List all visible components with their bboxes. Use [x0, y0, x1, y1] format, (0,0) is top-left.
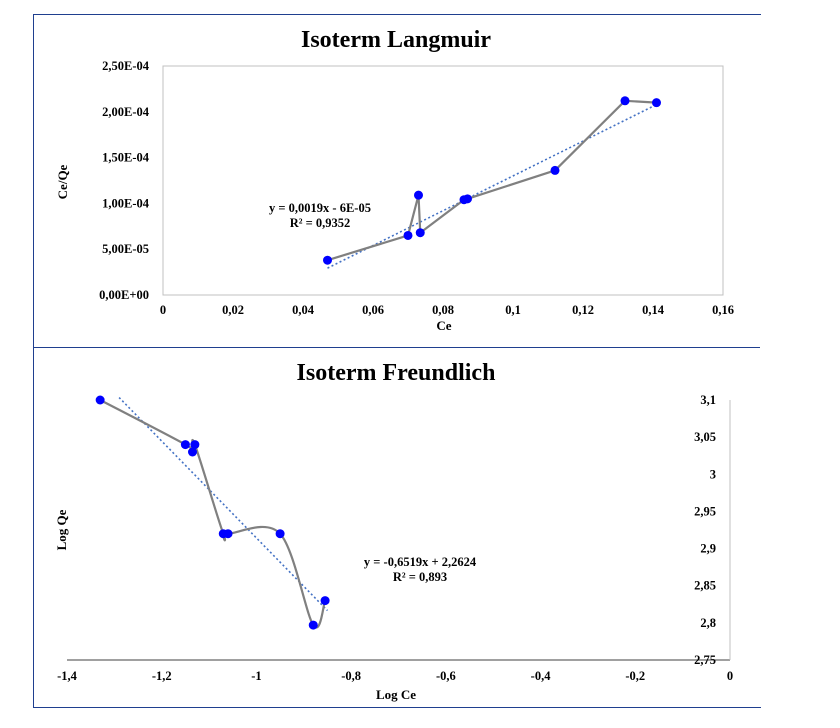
charts-frame — [33, 14, 761, 708]
freundlich-data-point — [320, 596, 330, 606]
freundlich-data-point — [180, 440, 190, 450]
freundlich-y-tick-label: 2,85 — [694, 579, 716, 593]
freundlich-x-tick-label: -1 — [251, 669, 261, 683]
langmuir-series-line — [327, 99, 657, 262]
freundlich-data-point — [308, 620, 318, 630]
langmuir-x-tick-label: 0 — [160, 303, 166, 317]
langmuir-equation: y = 0,0019x - 6E-05 — [269, 201, 371, 215]
langmuir-trendline — [327, 103, 657, 269]
langmuir-data-point — [415, 228, 425, 238]
langmuir-data-point — [403, 230, 413, 240]
freundlich-x-tick-label: -0,4 — [531, 669, 552, 683]
freundlich-x-tick-labels: -1,4 -1,2 -1 -0,8 -0,6 -0,4 -0,2 0 — [57, 669, 733, 683]
freundlich-y-tick-label: 2,8 — [700, 616, 716, 630]
langmuir-x-tick-label: 0,14 — [642, 303, 665, 317]
langmuir-data-point — [414, 190, 423, 200]
langmuir-y-tick-labels: 0,00E+00 5,00E-05 1,00E-04 1,50E-04 2,00E-04… — [99, 59, 150, 302]
freundlich-y-tick-label: 3 — [710, 467, 716, 481]
freundlich-x-axis-label: Log Ce — [376, 687, 416, 702]
langmuir-y-tick-label: 2,00E-04 — [102, 105, 150, 119]
freundlich-x-tick-label: -0,6 — [436, 669, 456, 683]
freundlich-title: Isoterm Freundlich — [297, 360, 496, 386]
freundlich-data-point — [187, 447, 197, 457]
langmuir-data-point — [652, 98, 661, 108]
freundlich-y-tick-label: 3,05 — [694, 430, 716, 444]
langmuir-x-tick-label: 0,06 — [362, 303, 384, 317]
langmuir-chart: Isoterm Langmuir 0 0,02 0,04 0,06 0,08 0,1 0,1… — [55, 27, 734, 333]
freundlich-x-tick-label: 0 — [727, 669, 733, 683]
langmuir-x-tick-labels: 0 0,02 0,04 0,06 0,08 0,1 0,12 0,14 0,16 — [160, 303, 734, 317]
freundlich-data-point — [223, 529, 233, 539]
freundlich-y-tick-labels: 2,75 2,8 2,85 2,9 2,95 3 3,05 3,1 — [694, 393, 716, 667]
langmuir-data-point — [323, 255, 332, 265]
langmuir-x-axis-label: Ce — [436, 318, 451, 333]
langmuir-x-tick-label: 0,12 — [572, 303, 594, 317]
langmuir-x-tick-label: 0,1 — [505, 303, 521, 317]
langmuir-x-tick-label: 0,08 — [432, 303, 454, 317]
freundlich-equation: y = -0,6519x + 2,2624 — [364, 555, 477, 569]
freundlich-chart: Isoterm Freundlich -1,4 -1,2 -1 -0,8 -0,6 -0,… — [54, 360, 733, 702]
langmuir-title: Isoterm Langmuir — [301, 27, 491, 53]
freundlich-trendline — [118, 396, 329, 612]
langmuir-points — [323, 96, 661, 265]
charts-divider — [33, 347, 760, 348]
freundlich-x-tick-label: -0,8 — [341, 669, 361, 683]
langmuir-y-tick-label: 0,00E+00 — [99, 288, 149, 302]
langmuir-x-tick-label: 0,02 — [222, 303, 244, 317]
langmuir-data-point — [463, 194, 472, 204]
langmuir-y-tick-label: 1,50E-04 — [102, 151, 150, 165]
freundlich-points — [95, 395, 330, 630]
langmuir-data-point — [620, 96, 630, 106]
langmuir-x-tick-label: 0,16 — [712, 303, 734, 317]
freundlich-r-squared: R² = 0,893 — [393, 570, 447, 584]
langmuir-y-tick-label: 5,00E-05 — [102, 242, 149, 256]
freundlich-x-tick-label: -0,2 — [625, 669, 645, 683]
freundlich-y-tick-label: 3,1 — [700, 393, 716, 407]
freundlich-data-point — [190, 440, 200, 450]
freundlich-x-tick-label: -1,2 — [152, 669, 172, 683]
freundlich-y-tick-label: 2,75 — [694, 653, 716, 667]
freundlich-x-tick-label: -1,4 — [57, 669, 78, 683]
freundlich-data-point — [275, 529, 285, 539]
langmuir-data-point — [550, 165, 560, 175]
freundlich-data-point — [95, 395, 105, 405]
freundlich-series-line — [99, 399, 327, 629]
langmuir-r-squared: R² = 0,9352 — [290, 216, 351, 230]
langmuir-y-tick-label: 2,50E-04 — [102, 59, 150, 73]
langmuir-x-tick-label: 0,04 — [292, 303, 315, 317]
freundlich-y-axis-label: Log Qe — [54, 509, 69, 550]
freundlich-y-tick-label: 2,9 — [700, 542, 716, 556]
langmuir-plot-area — [162, 65, 724, 296]
freundlich-y-tick-label: 2,95 — [694, 504, 716, 518]
langmuir-y-tick-label: 1,00E-04 — [102, 196, 150, 210]
langmuir-y-axis-label: Ce/Qe — [55, 164, 70, 199]
